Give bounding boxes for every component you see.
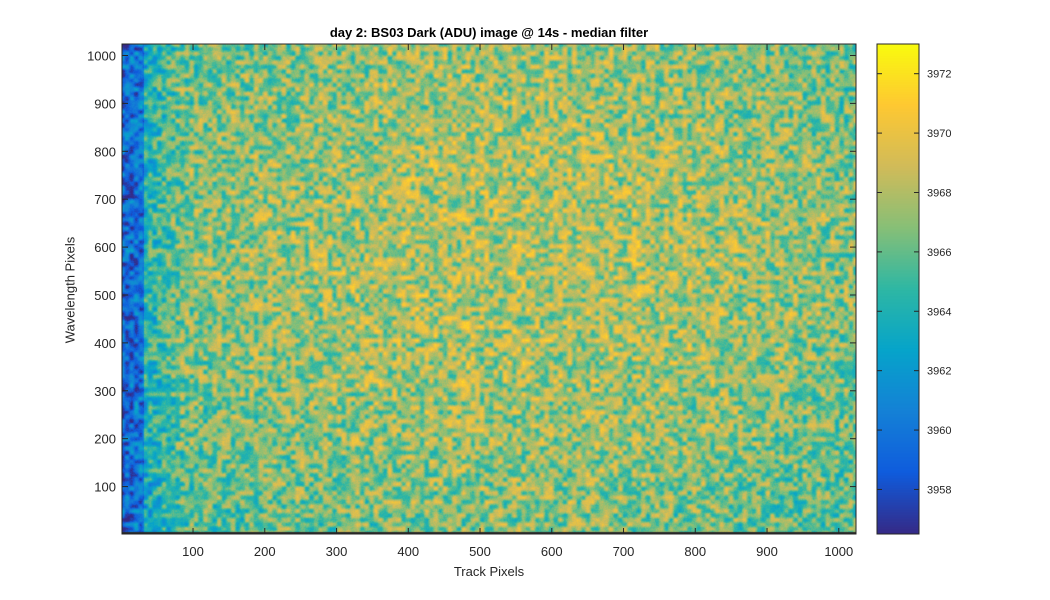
colorbar-tick-label: 3970 xyxy=(927,128,951,140)
x-axis-ticks: 100 200 300 400 500 600 700 800 900 1000 xyxy=(182,44,853,559)
x-tick-label: 100 xyxy=(182,544,204,559)
y-tick-label: 500 xyxy=(94,288,116,303)
x-tick-label: 600 xyxy=(541,544,563,559)
y-tick-label: 100 xyxy=(94,480,116,495)
colorbar-ticks: 3958 3960 3962 3964 3966 3968 3970 3972 xyxy=(877,69,951,496)
y-tick-label: 900 xyxy=(94,96,116,111)
x-tick-label: 400 xyxy=(397,544,419,559)
x-tick-label: 800 xyxy=(684,544,706,559)
y-axis-label: Wavelength Pixels xyxy=(62,236,78,344)
y-tick-label: 800 xyxy=(94,144,116,159)
y-tick-label: 300 xyxy=(94,384,116,399)
y-axis-ticks: 100 200 300 400 500 600 700 800 900 1000 xyxy=(87,48,856,495)
x-tick-label: 900 xyxy=(756,544,778,559)
x-tick-label: 1000 xyxy=(824,544,853,559)
colorbar-tick-label: 3962 xyxy=(927,366,951,378)
colorbar-tick-label: 3958 xyxy=(927,484,951,496)
x-tick-label: 200 xyxy=(254,544,276,559)
y-tick-label: 1000 xyxy=(87,48,116,63)
x-axis-label: Track Pixels xyxy=(453,564,525,579)
y-tick-label: 700 xyxy=(94,192,116,207)
colorbar-gradient xyxy=(877,44,919,534)
colorbar-tick-label: 3968 xyxy=(927,187,951,199)
y-tick-label: 200 xyxy=(94,432,116,447)
x-tick-label: 300 xyxy=(326,544,348,559)
plot-frame xyxy=(121,43,857,535)
colorbar-tick-label: 3960 xyxy=(927,425,951,437)
colorbar-tick-label: 3972 xyxy=(927,69,951,81)
y-tick-label: 400 xyxy=(94,336,116,351)
colorbar-tick-label: 3964 xyxy=(927,306,951,318)
colorbar-tick-label: 3966 xyxy=(927,247,951,259)
y-tick-label: 600 xyxy=(94,240,116,255)
x-tick-label: 700 xyxy=(613,544,635,559)
chart-title: day 2: BS03 Dark (ADU) image @ 14s - med… xyxy=(329,25,649,40)
heatmap-image xyxy=(122,44,856,534)
x-tick-label: 500 xyxy=(469,544,491,559)
colorbar-frame xyxy=(876,43,920,535)
